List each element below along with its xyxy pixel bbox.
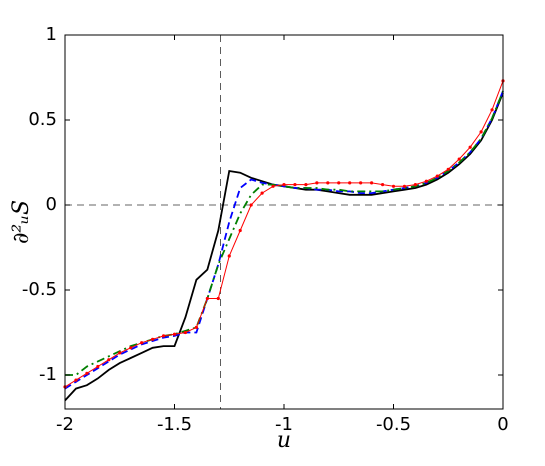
series-marker bbox=[140, 341, 144, 345]
plot-frame bbox=[64, 34, 504, 410]
series-marker bbox=[238, 228, 242, 233]
series-marker bbox=[391, 184, 396, 188]
y-tick-label: 1 bbox=[46, 24, 57, 45]
series-marker bbox=[96, 364, 100, 369]
x-tick-label: -1 bbox=[275, 414, 293, 435]
x-tick-label: -1.5 bbox=[157, 414, 192, 435]
x-axis-label: u bbox=[277, 428, 291, 453]
series-marker bbox=[74, 378, 78, 382]
series-marker bbox=[151, 337, 155, 341]
series-marker bbox=[118, 351, 122, 355]
series-marker bbox=[348, 181, 352, 185]
series-marker bbox=[271, 184, 275, 188]
series-marker bbox=[380, 183, 385, 187]
series-marker bbox=[205, 296, 209, 301]
x-tick-label: 0 bbox=[497, 414, 508, 435]
series-marker bbox=[85, 371, 89, 375]
series-marker bbox=[315, 181, 319, 185]
series-marker bbox=[359, 181, 363, 185]
series-marker bbox=[161, 334, 166, 338]
series-marker bbox=[326, 181, 330, 185]
series-marker bbox=[337, 181, 341, 185]
series-marker bbox=[260, 191, 264, 195]
series-line bbox=[64, 92, 504, 402]
series-line bbox=[64, 90, 504, 390]
series-marker bbox=[370, 181, 374, 185]
series-marker bbox=[479, 130, 483, 134]
y-tick-label: 0.5 bbox=[28, 109, 57, 130]
series-marker bbox=[304, 183, 308, 187]
series-marker bbox=[402, 184, 407, 188]
series-marker bbox=[468, 145, 472, 149]
x-tick-label: -0.5 bbox=[376, 414, 411, 435]
series-marker bbox=[282, 183, 286, 187]
x-tick-label: -2 bbox=[56, 414, 74, 435]
series-marker bbox=[249, 203, 253, 207]
series-line bbox=[64, 80, 504, 388]
series-marker bbox=[413, 183, 417, 187]
series-marker bbox=[129, 346, 133, 350]
series-marker bbox=[293, 183, 297, 187]
series-marker bbox=[107, 358, 111, 362]
y-tick-label: -1 bbox=[39, 364, 57, 385]
y-tick-label: -0.5 bbox=[22, 279, 57, 300]
series-line bbox=[65, 90, 504, 376]
series-marker bbox=[424, 179, 428, 183]
series-marker bbox=[216, 296, 220, 301]
series-marker bbox=[183, 330, 188, 335]
series-marker bbox=[457, 157, 461, 161]
series-marker bbox=[446, 167, 450, 171]
series-marker bbox=[172, 332, 177, 336]
series-marker bbox=[490, 108, 494, 112]
series-marker bbox=[435, 174, 439, 178]
series-marker bbox=[227, 254, 231, 258]
y-tick-label: 0 bbox=[46, 194, 57, 215]
y-axis-label: ∂²ᵤS bbox=[9, 200, 34, 244]
series-marker bbox=[194, 325, 198, 329]
